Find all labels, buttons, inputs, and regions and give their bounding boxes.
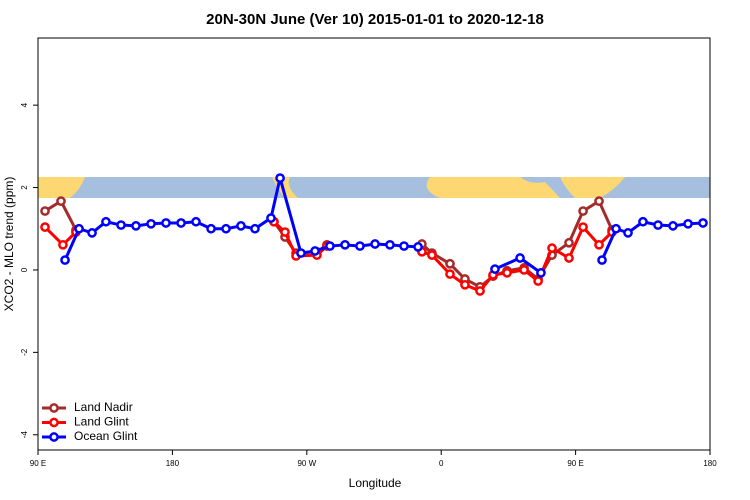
point xyxy=(460,279,470,290)
point xyxy=(502,267,512,278)
point xyxy=(399,241,409,251)
point xyxy=(519,265,529,275)
x-tick-label: 180 xyxy=(703,459,717,468)
point xyxy=(594,239,604,250)
point xyxy=(280,227,290,237)
point xyxy=(206,223,216,234)
point xyxy=(340,239,350,250)
y-axis-label: XCO2 - MLO trend (ppm) xyxy=(2,177,16,312)
point xyxy=(578,222,588,232)
point xyxy=(116,220,126,230)
point xyxy=(668,221,678,231)
y-tick-label: 2 xyxy=(20,185,29,190)
point xyxy=(653,220,663,230)
point xyxy=(370,239,380,249)
x-tick-label: 0 xyxy=(439,459,444,468)
point xyxy=(74,223,84,234)
point xyxy=(296,248,306,258)
point xyxy=(515,253,525,263)
point xyxy=(87,228,97,238)
point xyxy=(564,253,574,263)
point xyxy=(698,218,708,228)
map-strip xyxy=(38,177,710,198)
point xyxy=(250,223,260,234)
point xyxy=(176,218,186,228)
point xyxy=(475,286,485,296)
point xyxy=(221,223,231,234)
point xyxy=(355,241,365,251)
point xyxy=(427,250,437,260)
point xyxy=(564,237,574,248)
point xyxy=(58,239,68,250)
y-tick-label: -2 xyxy=(20,348,29,356)
point xyxy=(40,222,50,232)
chart-title: 20N-30N June (Ver 10) 2015-01-01 to 2020… xyxy=(206,11,544,28)
series-line xyxy=(43,220,614,293)
point xyxy=(547,243,557,253)
point xyxy=(413,242,423,252)
point xyxy=(310,246,320,256)
point xyxy=(623,228,633,238)
plot-frame xyxy=(37,37,711,451)
point xyxy=(40,206,50,216)
x-tick-label: 90 E xyxy=(567,459,583,468)
x-tick-label: 90 E xyxy=(30,459,46,468)
point xyxy=(191,216,201,227)
point xyxy=(683,218,693,229)
point xyxy=(131,221,141,231)
point xyxy=(385,239,395,250)
point xyxy=(146,218,156,229)
point xyxy=(594,196,604,207)
y-tick-label: 0 xyxy=(20,267,29,272)
point xyxy=(638,216,648,227)
point xyxy=(536,267,546,278)
point xyxy=(445,269,455,279)
point xyxy=(533,276,543,286)
point xyxy=(266,213,276,223)
x-axis-label: Longitude xyxy=(349,476,402,490)
y-tick-label: -4 xyxy=(20,431,29,439)
legend-marker xyxy=(49,417,59,428)
legend-label: Ocean Glint xyxy=(74,429,138,443)
y-tick-label: 4 xyxy=(20,102,29,107)
legend-marker xyxy=(49,403,59,413)
x-tick-label: 90 W xyxy=(297,459,316,468)
legend-label: Land Glint xyxy=(74,415,129,429)
legend-label: Land Nadir xyxy=(74,400,133,414)
point xyxy=(597,255,607,265)
point xyxy=(60,255,70,265)
point xyxy=(445,258,455,269)
point xyxy=(490,264,500,274)
legend-marker xyxy=(49,432,59,442)
point xyxy=(611,223,621,234)
point xyxy=(101,216,111,227)
x-tick-label: 180 xyxy=(166,459,180,468)
point xyxy=(56,196,66,207)
point xyxy=(161,218,171,228)
point xyxy=(275,173,285,183)
point xyxy=(236,221,246,231)
point xyxy=(578,206,588,216)
point xyxy=(325,241,335,251)
